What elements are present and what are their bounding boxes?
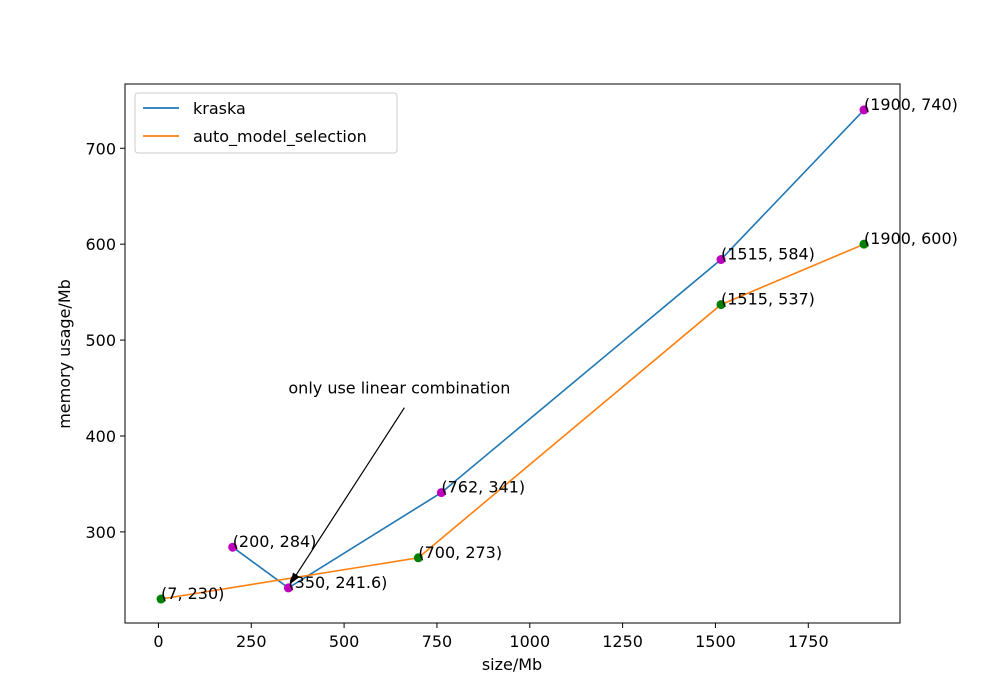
data-point	[228, 542, 238, 552]
data-point-label: (1900, 600)	[864, 229, 958, 248]
label-layer: (200, 284) (350, 241.6) (762, 341) (1515, 5…	[161, 95, 958, 603]
y-axis: 300 400 500 600 700	[85, 139, 125, 542]
x-tick-label: 500	[329, 632, 360, 651]
plot-frame	[124, 83, 901, 624]
data-point-label: (350, 241.6)	[288, 573, 387, 592]
x-tick-label: 1500	[695, 632, 736, 651]
legend: kraska auto_model_selection	[134, 92, 398, 154]
annotation-arrow	[289, 407, 405, 585]
data-point-label: (1515, 537)	[721, 290, 815, 309]
data-point-label: (200, 284)	[233, 532, 317, 551]
data-point-label: (1900, 740)	[864, 95, 958, 114]
data-point	[156, 594, 166, 604]
annotation-layer: only use linear combination	[288, 379, 510, 585]
data-point-label: (700, 273)	[418, 543, 502, 562]
y-axis-label: memory usage/Mb	[55, 279, 74, 429]
data-point	[436, 488, 446, 498]
data-point	[716, 255, 726, 265]
marker-layer	[156, 105, 869, 604]
data-point	[859, 239, 869, 249]
x-axis-label: size/Mb	[482, 655, 542, 674]
data-point-label: (1515, 584)	[721, 245, 815, 264]
data-point-label: (762, 341)	[441, 478, 525, 497]
x-tick-label: 750	[422, 632, 453, 651]
legend-label: kraska	[193, 99, 246, 118]
data-point	[859, 105, 869, 115]
legend-label: auto_model_selection	[193, 127, 367, 147]
data-point	[283, 583, 293, 593]
series-line-auto_model_selection	[160, 243, 865, 600]
y-tick-label: 300	[85, 523, 116, 542]
x-tick-label: 1250	[602, 632, 643, 651]
y-tick-label: 500	[85, 331, 116, 350]
annotation-arrowhead	[290, 572, 300, 584]
data-point-label: (7, 230)	[161, 584, 224, 603]
plot-area	[125, 84, 900, 623]
x-axis: 0 250 500 750 1000 1250 1500 1750	[153, 623, 829, 651]
data-point	[413, 553, 423, 563]
legend-box	[134, 92, 398, 154]
annotation-text: only use linear combination	[288, 379, 510, 398]
x-tick-label: 0	[153, 632, 163, 651]
x-tick-label: 1000	[509, 632, 550, 651]
y-tick-label: 700	[85, 139, 116, 158]
y-tick-label: 600	[85, 235, 116, 254]
data-point	[716, 300, 726, 310]
y-tick-label: 400	[85, 427, 116, 446]
x-tick-label: 250	[236, 632, 267, 651]
x-tick-label: 1750	[788, 632, 829, 651]
